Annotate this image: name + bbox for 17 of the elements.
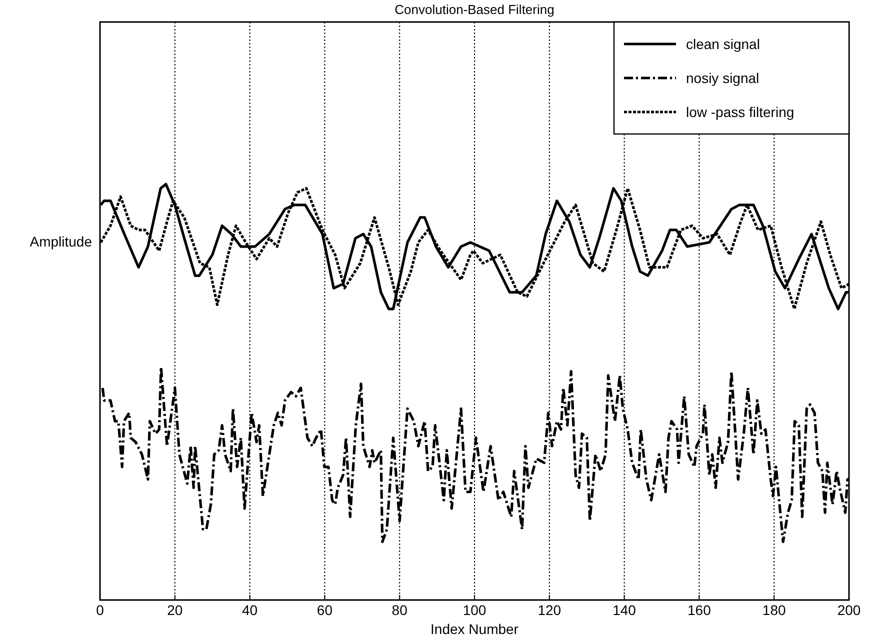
x-tick-label: 140	[612, 602, 636, 618]
legend-label: nosiy signal	[686, 70, 760, 86]
x-axis-title: Index Number	[430, 621, 519, 637]
x-tick-label: 200	[837, 602, 861, 618]
x-tick-label: 180	[762, 602, 786, 618]
x-tick-label: 80	[392, 602, 408, 618]
x-tick-label: 40	[242, 602, 258, 618]
legend-label: clean signal	[686, 36, 760, 52]
x-tick-label: 100	[462, 602, 486, 618]
chart-title: Convolution-Based Filtering	[394, 2, 554, 17]
legend-label: low -pass filtering	[686, 104, 794, 120]
x-tick-label: 60	[316, 602, 333, 618]
x-tick-label: 120	[538, 602, 562, 618]
y-axis-title: Amplitude	[30, 234, 92, 250]
x-tick-label: 0	[96, 602, 104, 618]
x-tick-label: 20	[167, 602, 183, 618]
x-tick-label: 160	[688, 602, 712, 618]
